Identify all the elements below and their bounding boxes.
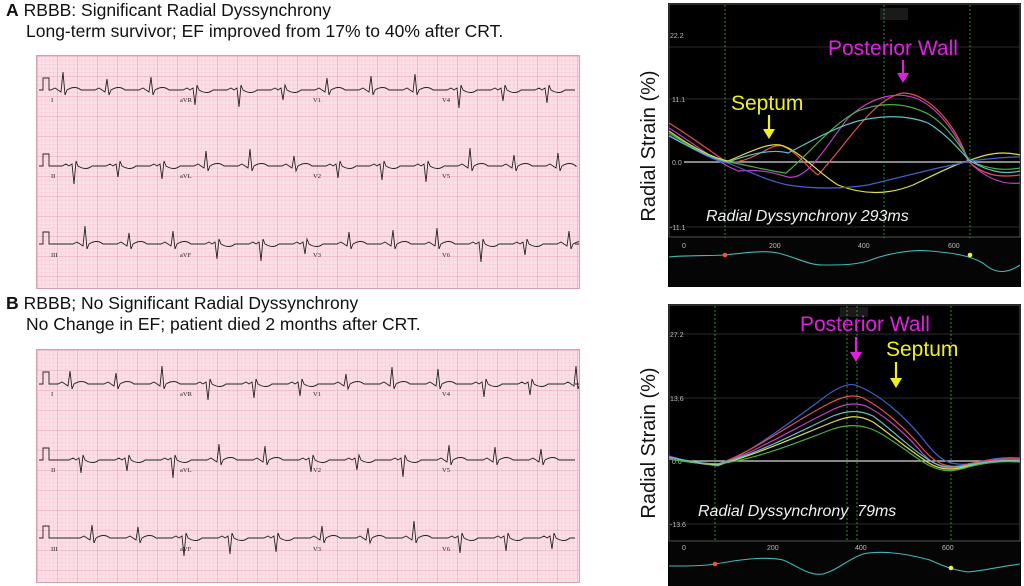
ecg-a: I aVR V1 V4 II aVL V2 V5 III aVF V3 V6 (36, 55, 580, 289)
ecg-trace (39, 225, 579, 263)
lead-label: aVL (180, 173, 192, 180)
arrow-down-icon (850, 352, 862, 362)
panel-letter-b: B (6, 293, 19, 313)
strain-plot-b: 27.2 13.6 0.0 -13.6 Posterior Wall Septu… (668, 304, 1021, 586)
title-a: RBBB: Significant Radial Dyssynchrony (23, 0, 331, 20)
ecg-a-svg: I aVR V1 V4 II aVL V2 V5 III aVF V3 V6 (37, 56, 579, 288)
y-tick: 22.2 (670, 33, 684, 40)
lead-label: V4 (442, 97, 451, 104)
caption-a: A RBBB: Significant Radial Dyssynchrony L… (6, 0, 503, 42)
y-axis-label-a: Radial Strain (%) (628, 0, 666, 293)
y-tick: 27.2 (670, 332, 684, 339)
y-tick: -13.6 (670, 522, 686, 529)
lead-label: aVR (180, 97, 193, 104)
lead-label: V2 (313, 173, 321, 180)
septum-label: Septum (731, 92, 803, 115)
ecg-b-traces (39, 365, 579, 557)
arrow-down-icon (897, 73, 909, 83)
strain-plot-a: 22.2 11.1 0.0 -11.1 Posterior Wall (668, 3, 1021, 287)
dyssynchrony-text: Radial Dyssynchrony 79ms (698, 503, 896, 520)
y-axis-title: Radial Strain (%) (638, 70, 660, 221)
ecg-reference-trace (668, 551, 1021, 575)
ecg-trace (39, 365, 579, 401)
y-tick: 11.1 (672, 97, 685, 104)
lead-label: V1 (313, 391, 321, 398)
subtitle-a: Long-term survivor; EF improved from 17%… (26, 21, 504, 41)
lead-label: II (51, 467, 55, 474)
arrow-down-icon (763, 129, 775, 139)
lead-label: V1 (313, 97, 321, 104)
arrow-down-icon (890, 378, 902, 388)
lead-label: aVR (180, 391, 193, 398)
lead-label: aVF (180, 252, 192, 259)
strain-curve (668, 416, 1021, 470)
x-tick: 400 (858, 243, 870, 250)
ecg-trace (39, 520, 575, 557)
y-tick: 0.0 (672, 459, 682, 466)
x-tick: 600 (942, 545, 954, 552)
posterior-wall-label: Posterior Wall (800, 313, 930, 336)
lead-label: V5 (442, 173, 450, 180)
x-tick: 400 (855, 545, 867, 552)
x-tick: 0 (682, 243, 686, 250)
marker-dot (967, 252, 973, 258)
lead-label: V6 (442, 252, 451, 259)
caption-b: B RBBB; No Significant Radial Dyssynchron… (6, 293, 421, 335)
strain-curve (668, 116, 1021, 174)
top-marker (880, 8, 908, 20)
x-tick: 0 (682, 545, 686, 552)
posterior-wall-label: Posterior Wall (828, 37, 958, 60)
marker-dot (722, 252, 728, 258)
lead-label: II (51, 173, 55, 180)
dyssynchrony-text: Radial Dyssynchrony 293ms (706, 208, 909, 225)
ecg-a-grid (37, 56, 579, 288)
lead-label: V6 (442, 546, 451, 553)
lead-label: V4 (442, 391, 451, 398)
septum-label: Septum (886, 338, 958, 361)
lead-label: I (51, 97, 53, 104)
strain-curve (668, 410, 1021, 468)
ecg-b: I aVR V1 V4 II aVL V2 V5 III aVF V3 V6 (36, 349, 580, 583)
x-tick: 200 (769, 243, 781, 250)
x-tick: 200 (767, 545, 779, 552)
marker-dot (948, 565, 954, 571)
ecg-trace (39, 443, 575, 479)
lead-label: I (51, 391, 53, 398)
x-tick: 600 (948, 243, 960, 250)
lead-label: aVL (180, 467, 192, 474)
panel-a: A RBBB: Significant Radial Dyssynchrony L… (6, 0, 1024, 293)
ecg-trace (39, 71, 575, 109)
lead-label: V3 (313, 252, 321, 259)
panel-b: B RBBB; No Significant Radial Dyssynchron… (0, 293, 1024, 586)
ecg-b-grid (37, 350, 579, 582)
lead-label: V5 (442, 467, 450, 474)
y-tick: 0.0 (672, 160, 682, 167)
ecg-b-svg: I aVR V1 V4 II aVL V2 V5 III aVF V3 V6 (37, 350, 579, 582)
y-axis-label-b: Radial Strain (%) (628, 293, 666, 586)
lead-label: aVF (180, 546, 192, 553)
lead-label: III (51, 252, 58, 259)
strain-chart-a: Radial Strain (%) (628, 0, 1024, 293)
lead-label: V3 (313, 546, 321, 553)
ecg-trace (39, 147, 578, 185)
panel-letter-a: A (6, 0, 19, 20)
ecg-a-traces (39, 71, 579, 263)
subtitle-b: No Change in EF; patient died 2 months a… (26, 314, 421, 334)
y-axis-title: Radial Strain (%) (638, 367, 660, 518)
lead-label: III (51, 546, 58, 553)
ecg-reference-trace (668, 250, 1021, 273)
marker-dot (712, 561, 718, 567)
y-tick: -11.1 (670, 225, 686, 232)
strain-chart-b: Radial Strain (%) (628, 293, 1024, 586)
y-tick: 13.6 (670, 396, 684, 403)
lead-label: V2 (313, 467, 321, 474)
top-marker (840, 307, 868, 317)
title-b: RBBB; No Significant Radial Dyssynchrony (23, 293, 359, 313)
strain-curve (668, 94, 1021, 184)
